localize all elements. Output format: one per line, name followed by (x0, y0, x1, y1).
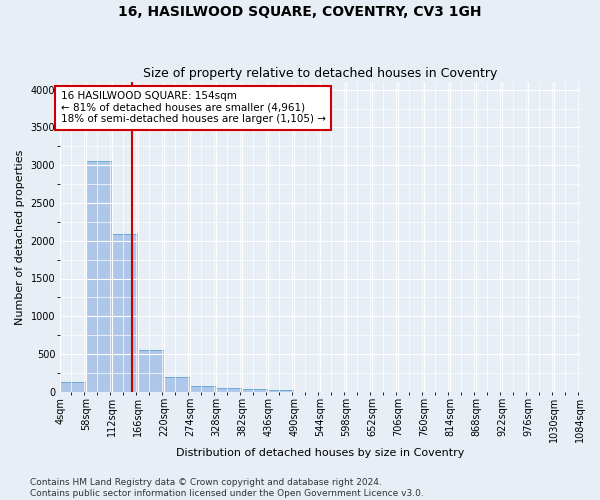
Y-axis label: Number of detached properties: Number of detached properties (15, 150, 25, 324)
Bar (242, 389, 268, 392)
Bar (164, 376, 190, 392)
Bar (138, 350, 164, 392)
Bar (268, 390, 294, 392)
Text: Contains HM Land Registry data © Crown copyright and database right 2024.
Contai: Contains HM Land Registry data © Crown c… (30, 478, 424, 498)
Text: 16 HASILWOOD SQUARE: 154sqm
← 81% of detached houses are smaller (4,961)
18% of : 16 HASILWOOD SQUARE: 154sqm ← 81% of det… (61, 91, 326, 124)
X-axis label: Distribution of detached houses by size in Coventry: Distribution of detached houses by size … (176, 448, 464, 458)
Title: Size of property relative to detached houses in Coventry: Size of property relative to detached ho… (143, 66, 497, 80)
Bar (216, 388, 242, 392)
Bar (112, 234, 138, 392)
Bar (60, 382, 86, 392)
Bar (190, 386, 216, 392)
Text: 16, HASILWOOD SQUARE, COVENTRY, CV3 1GH: 16, HASILWOOD SQUARE, COVENTRY, CV3 1GH (118, 5, 482, 19)
Bar (86, 162, 112, 392)
